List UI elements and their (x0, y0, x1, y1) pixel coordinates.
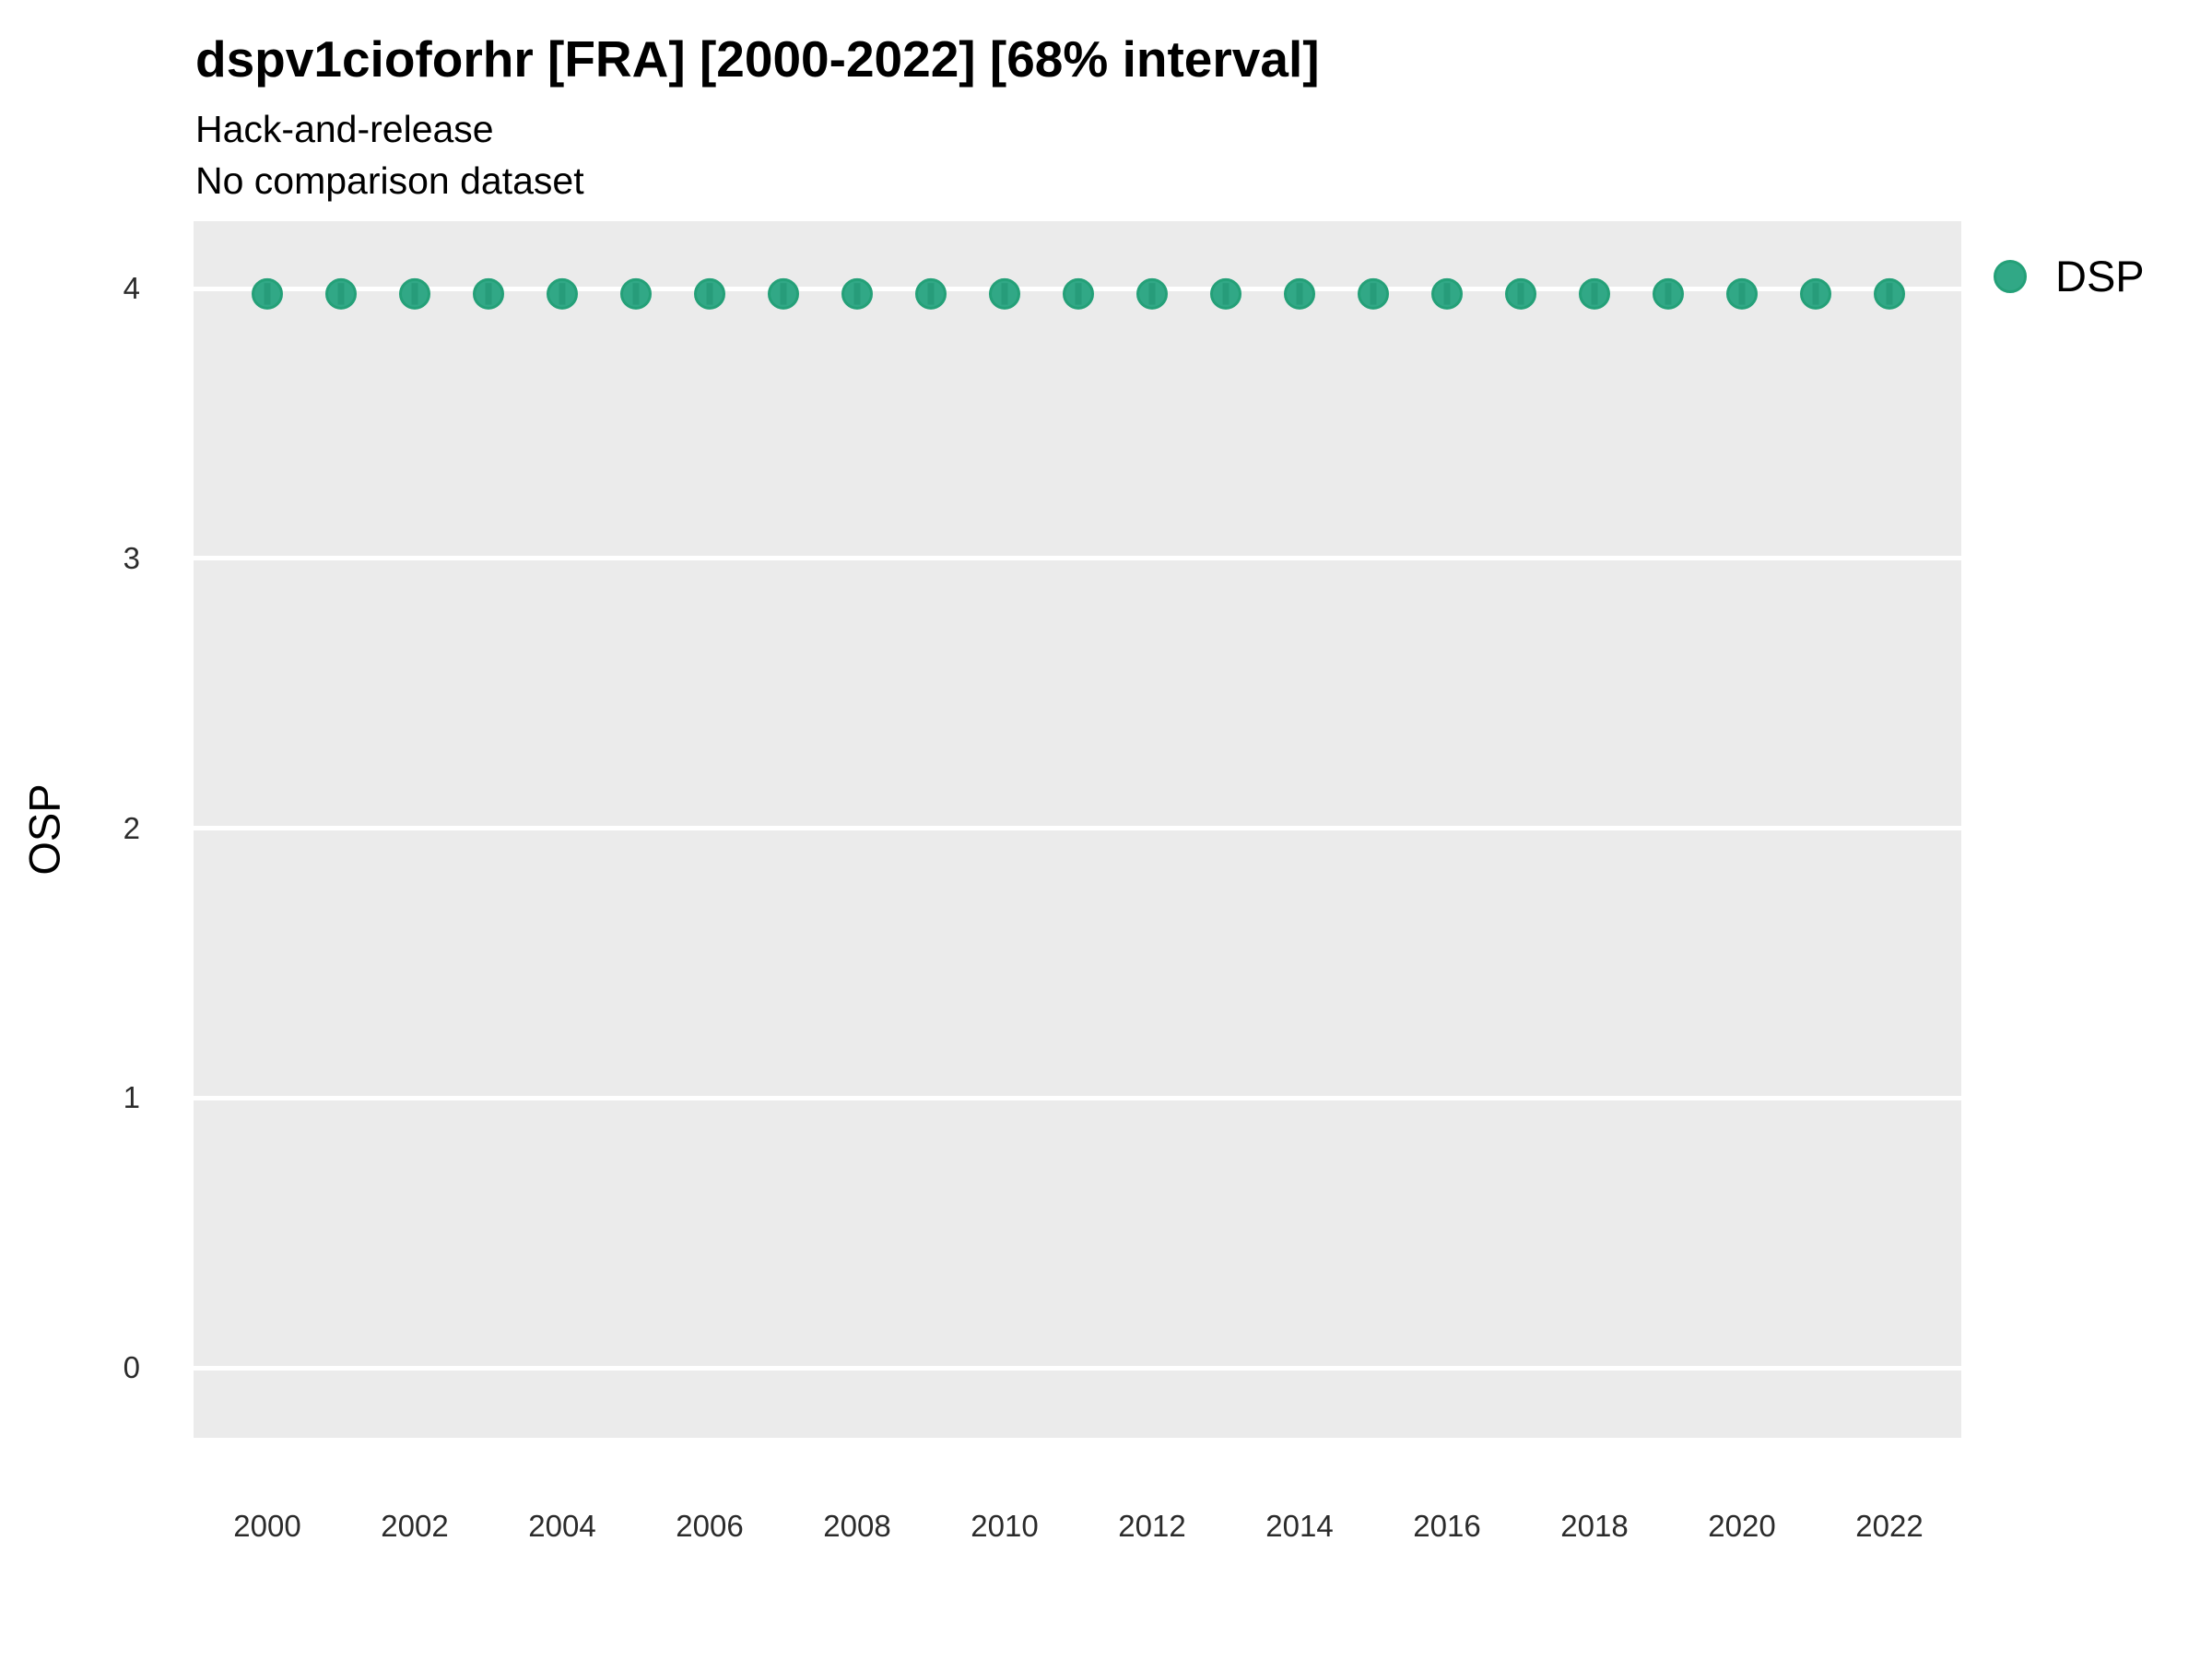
gridline-y-2 (194, 826, 1961, 830)
scatter-plot (252, 277, 1905, 310)
x-tick-label: 2014 (1265, 1509, 1334, 1543)
x-tick-label: 2004 (528, 1509, 596, 1543)
data-point-2020 (1726, 277, 1758, 310)
data-point-2011 (1063, 277, 1094, 310)
data-point-2003 (473, 277, 504, 310)
chart-subtitle-line2: No comparison dataset (195, 159, 584, 202)
data-point-2021 (1800, 277, 1831, 310)
data-point-2010 (989, 277, 1020, 310)
x-tick-label: 2012 (1118, 1509, 1186, 1543)
data-point-2004 (547, 277, 578, 310)
data-point-2015 (1358, 277, 1389, 310)
data-point-2014 (1284, 277, 1315, 310)
x-tick-label: 2022 (1855, 1509, 1924, 1543)
data-point-2017 (1505, 277, 1536, 310)
x-tick-label: 2020 (1708, 1509, 1776, 1543)
data-point-2013 (1210, 277, 1241, 310)
x-tick-label: 2018 (1560, 1509, 1629, 1543)
gridline-y-3 (194, 556, 1961, 561)
data-point-2000 (252, 277, 283, 310)
gridline-y-0 (194, 1365, 1961, 1371)
x-tick-label: 2010 (971, 1509, 1039, 1543)
chart-subtitle: Hack-and-release No comparison dataset (195, 103, 584, 206)
data-point-2016 (1431, 277, 1463, 310)
x-tick-label: 2006 (676, 1509, 744, 1543)
legend-dsp-label: DSP (2055, 252, 2145, 300)
legend-dsp-dot-icon (1994, 260, 2027, 293)
data-point-2005 (620, 277, 652, 310)
plot-panel (194, 221, 1961, 1438)
data-point-2001 (325, 277, 357, 310)
y-tick-label: 2 (123, 810, 140, 845)
data-point-2008 (841, 277, 873, 310)
data-point-2022 (1874, 277, 1905, 310)
data-point-2019 (1653, 277, 1684, 310)
y-tick-label: 0 (123, 1350, 140, 1384)
chart-subtitle-line1: Hack-and-release (195, 108, 494, 150)
data-point-2007 (768, 277, 799, 310)
chart-title: dspv1cioforhr [FRA] [2000-2022] [68% int… (195, 30, 1320, 88)
y-tick-label: 1 (123, 1080, 140, 1115)
data-point-2009 (915, 277, 947, 310)
x-tick-label: 2008 (823, 1509, 891, 1543)
data-point-2002 (399, 277, 430, 310)
y-tick-label: 4 (123, 271, 140, 305)
x-tick-label: 2016 (1413, 1509, 1481, 1543)
data-point-2018 (1579, 277, 1610, 310)
data-point-2006 (694, 277, 725, 310)
data-point-2012 (1136, 277, 1168, 310)
x-tick-label: 2000 (233, 1509, 301, 1543)
y-tick-label: 3 (123, 540, 140, 575)
gridline-y-1 (194, 1095, 1961, 1100)
x-tick-label: 2002 (381, 1509, 449, 1543)
